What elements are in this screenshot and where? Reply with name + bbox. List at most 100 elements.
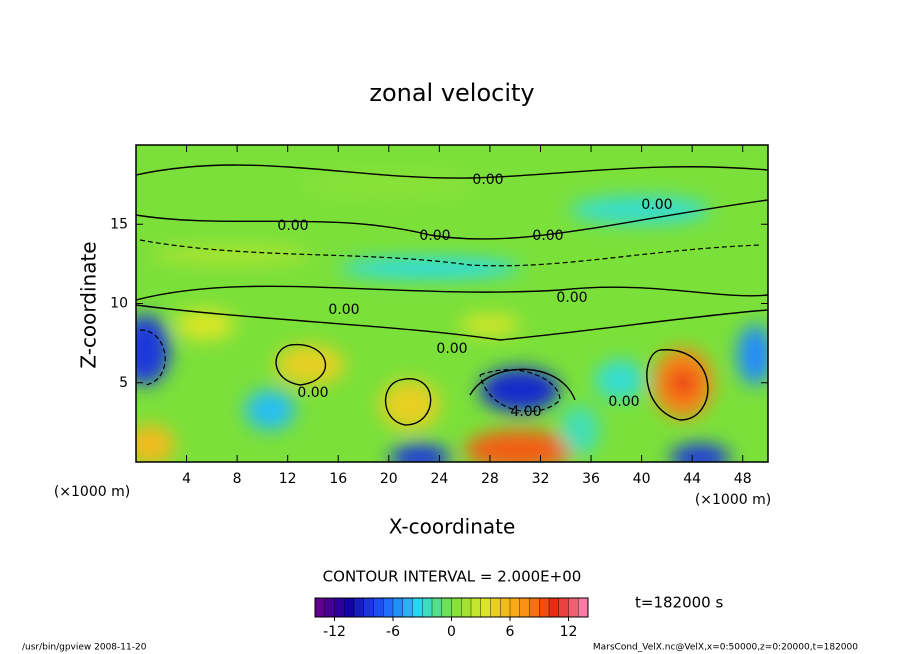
colorbar-tick-label: -6 [386,624,400,640]
color-patch [390,444,450,462]
contour-label: 0.00 [328,302,359,318]
contour-line [275,343,327,386]
y-axis-label: Z-coordinate [77,241,101,368]
color-patch [595,360,645,400]
color-patch [570,196,710,224]
colorbar-cell [578,598,589,617]
color-patch [669,369,697,397]
contour-line [136,285,768,301]
color-patch [670,444,730,462]
x-axis-label: X-coordinate [389,515,516,539]
colorbar-cell [558,598,569,617]
color-patch [340,258,520,278]
x-tick-label: 4 [182,471,191,487]
x-tick-label: 32 [532,471,550,487]
contour-label: 0.00 [277,218,308,234]
colorbar-cell [451,598,462,617]
colorbar-cell [315,598,326,617]
contour-line-negative [479,369,561,413]
color-patch [560,405,600,455]
contour-line [384,378,432,426]
colorbar-cell [402,598,413,617]
contour-label: 0.00 [532,228,563,244]
colorbar-cell [461,598,472,617]
contour-line-negative [139,239,761,267]
x-unit-label: (×1000 m) [54,484,130,500]
colorbar-cell [334,598,345,617]
colorbar-cell [568,598,579,617]
x-tick-label: 8 [233,471,242,487]
contour-label: 4.00 [510,404,541,420]
colorbar-cell [324,598,335,617]
colorbar-cell [510,598,521,617]
colorbar-tick-label: 0 [447,624,456,640]
x-tick-label: 20 [380,471,398,487]
y-tick-label: 15 [110,216,128,232]
contour-label: 0.00 [556,290,587,306]
time-label: t=182000 s [635,594,723,612]
contour-label: 0.00 [608,394,639,410]
colorbar-cell [529,598,540,617]
color-patch [136,425,175,462]
y-tick-label: 5 [119,375,128,391]
contour-label: 0.00 [641,197,672,213]
color-patch [275,345,345,385]
colorbar-cell [500,598,511,617]
color-patch [245,390,295,430]
x-tick-label: 28 [481,471,499,487]
contour-line [136,164,768,179]
color-patches [136,171,768,462]
color-patch [465,430,575,462]
colorbar-tick-label: 6 [506,624,515,640]
colorbar-cell [412,598,423,617]
contour-interval: CONTOUR INTERVAL = 2.000E+00 [323,568,582,586]
contour-field: 0.00 0.00 0.00 0.00 0.00 0.00 0.00 0.00 0.00 0.00… [136,145,768,462]
colorbar-cell [422,598,433,617]
contour-label: 0.00 [436,341,467,357]
footer-left: /usr/bin/gpview 2008-11-20 [22,643,147,653]
contour-line [136,304,768,341]
colorbar-cell [471,598,482,617]
colorbar-cell [490,598,501,617]
chart-title: zonal velocity [369,79,534,107]
x-tick-label: 12 [279,471,297,487]
contour-line [136,199,768,240]
footer-right: MarsCond_VelX.nc@VelX,x=0:50000,z=0:2000… [593,643,858,653]
colorbar-tick-label: -12 [323,624,346,640]
contour-line-negative [139,329,166,386]
contour-label: 0.00 [472,172,503,188]
color-patch [175,310,235,340]
x-tick-label: 24 [430,471,448,487]
color-patch [460,315,520,335]
contour-label: 0.00 [297,385,328,401]
contour-line [469,368,576,401]
colorbar-cell [354,598,365,617]
color-patch [380,380,440,430]
contour-label: 0.00 [419,228,450,244]
x-tick-label: 36 [582,471,600,487]
contour-line [646,349,709,421]
x-tick-label: 40 [633,471,651,487]
colorbar-cell [519,598,530,617]
x-unit-label: (×1000 m) [695,492,771,508]
colorbar-cell [383,598,394,617]
x-tick-label: 48 [734,471,752,487]
colorbar-cell [432,598,443,617]
colorbar-cell [393,598,404,617]
colorbar-cell [373,598,384,617]
color-patch [136,315,170,385]
colorbar-cell [539,598,550,617]
colorbar-cell [441,598,452,617]
x-tick-label: 16 [329,471,347,487]
colorbar-cell [549,598,560,617]
colorbar: -12 -6 0 6 12 [314,597,589,640]
color-patch [150,245,310,265]
colorbar-tick-label: 12 [560,624,578,640]
x-tick-label: 44 [683,471,701,487]
y-tick-label: 10 [110,296,128,312]
color-patch [480,368,560,412]
colorbar-cell [363,598,374,617]
colorbar-cell [344,598,355,617]
color-patch [737,325,768,385]
